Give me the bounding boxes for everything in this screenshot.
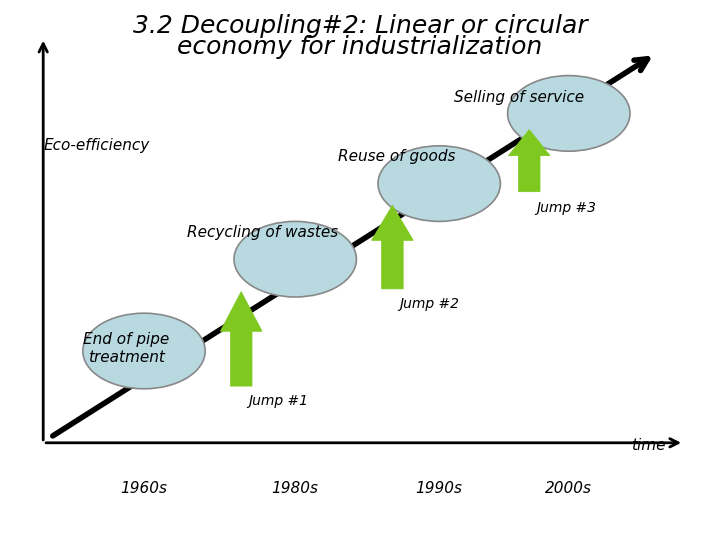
- FancyArrow shape: [508, 130, 550, 192]
- Text: Jump #1: Jump #1: [248, 394, 308, 408]
- Text: time: time: [631, 438, 665, 453]
- Text: Eco-efficiency: Eco-efficiency: [43, 138, 150, 153]
- Text: 3.2 Decoupling#2: Linear or circular: 3.2 Decoupling#2: Linear or circular: [132, 14, 588, 37]
- Text: Reuse of goods: Reuse of goods: [338, 149, 456, 164]
- Text: 1960s: 1960s: [120, 481, 168, 496]
- Text: 1990s: 1990s: [415, 481, 463, 496]
- Text: 1980s: 1980s: [271, 481, 319, 496]
- Ellipse shape: [378, 146, 500, 221]
- Text: Recycling of wastes: Recycling of wastes: [187, 225, 338, 240]
- FancyArrow shape: [372, 205, 413, 289]
- Text: 2000s: 2000s: [545, 481, 593, 496]
- Ellipse shape: [83, 313, 205, 389]
- Ellipse shape: [234, 221, 356, 297]
- Text: Jump #2: Jump #2: [400, 297, 459, 311]
- Ellipse shape: [508, 76, 630, 151]
- Text: economy for industrialization: economy for industrialization: [177, 35, 543, 59]
- Text: Jump #3: Jump #3: [536, 201, 596, 215]
- Text: End of pipe
treatment: End of pipe treatment: [83, 332, 169, 365]
- FancyArrow shape: [220, 292, 262, 386]
- Text: Selling of service: Selling of service: [454, 90, 584, 105]
